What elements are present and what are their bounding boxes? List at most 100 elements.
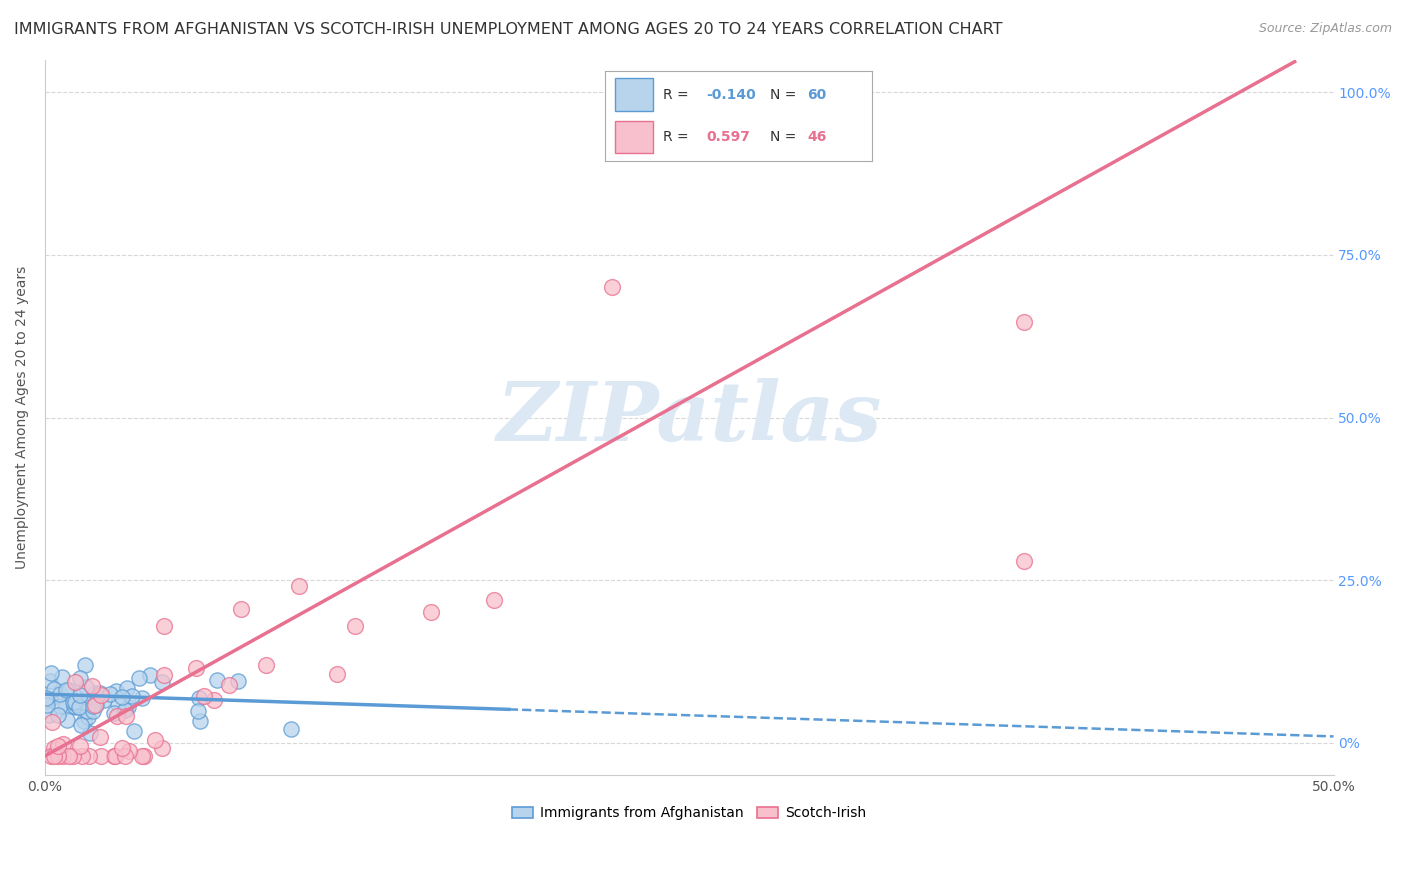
- Point: [46, 748, 69, 763]
- Point: [103, 706, 125, 720]
- Point: [82, 698, 104, 712]
- Text: N =: N =: [770, 130, 801, 145]
- Point: [69, 671, 91, 685]
- Point: [38, 708, 60, 723]
- Point: [110, 741, 132, 756]
- Point: [118, 744, 141, 758]
- Point: [344, 619, 367, 633]
- Point: [90, 688, 112, 702]
- Point: [134, 748, 156, 763]
- Point: [229, 602, 252, 616]
- Point: [62, 695, 84, 709]
- Text: 60: 60: [807, 87, 827, 102]
- Point: [79, 696, 101, 710]
- Text: IMMIGRANTS FROM AFGHANISTAN VS SCOTCH-IRISH UNEMPLOYMENT AMONG AGES 20 TO 24 YEA: IMMIGRANTS FROM AFGHANISTAN VS SCOTCH-IR…: [14, 22, 1002, 37]
- Point: [70, 748, 93, 763]
- Point: [82, 704, 104, 718]
- Point: [35, 691, 58, 706]
- Point: [288, 579, 311, 593]
- Point: [103, 748, 125, 763]
- Point: [42, 748, 65, 763]
- Point: [114, 708, 136, 723]
- Point: [104, 748, 127, 763]
- Point: [128, 671, 150, 685]
- Point: [73, 695, 96, 709]
- Text: R =: R =: [664, 130, 693, 145]
- Point: [46, 708, 69, 723]
- Point: [79, 748, 101, 763]
- Point: [70, 697, 93, 711]
- Point: [44, 681, 66, 696]
- Point: [38, 674, 60, 689]
- Legend: Immigrants from Afghanistan, Scotch-Irish: Immigrants from Afghanistan, Scotch-Iris…: [506, 801, 872, 826]
- Point: [117, 700, 139, 714]
- Point: [90, 748, 112, 763]
- Point: [62, 748, 84, 763]
- Point: [69, 739, 91, 754]
- Point: [193, 689, 215, 703]
- Point: [53, 700, 76, 714]
- Point: [35, 698, 58, 713]
- Point: [82, 699, 104, 714]
- Point: [280, 722, 302, 736]
- Point: [420, 605, 443, 619]
- Point: [114, 748, 136, 763]
- Point: [202, 693, 225, 707]
- Point: [131, 691, 153, 706]
- Point: [121, 690, 143, 704]
- Point: [56, 714, 79, 728]
- Point: [93, 693, 115, 707]
- Text: -0.140: -0.140: [706, 87, 756, 102]
- Point: [75, 680, 97, 694]
- Point: [73, 657, 96, 672]
- Bar: [616, 121, 652, 153]
- Point: [153, 619, 176, 633]
- Text: ZIPatlas: ZIPatlas: [496, 377, 882, 458]
- Point: [58, 748, 80, 763]
- Point: [207, 673, 229, 687]
- Point: [187, 705, 209, 719]
- Point: [600, 280, 623, 294]
- Point: [131, 748, 153, 763]
- Point: [89, 686, 111, 700]
- Point: [184, 661, 207, 675]
- Point: [153, 668, 176, 682]
- Point: [107, 697, 129, 711]
- Point: [89, 730, 111, 744]
- Point: [67, 699, 90, 714]
- Point: [150, 674, 173, 689]
- Text: 46: 46: [807, 130, 827, 145]
- Point: [49, 698, 72, 713]
- Point: [1012, 315, 1035, 329]
- Point: [82, 679, 104, 693]
- Point: [326, 666, 349, 681]
- Point: [76, 704, 98, 718]
- Point: [105, 684, 128, 698]
- Point: [52, 738, 75, 752]
- Point: [188, 691, 211, 706]
- Point: [39, 692, 62, 706]
- Point: [73, 714, 96, 728]
- Point: [63, 698, 86, 712]
- Point: [98, 687, 121, 701]
- Point: [139, 668, 162, 682]
- Text: N =: N =: [770, 87, 801, 102]
- Point: [69, 688, 91, 702]
- Point: [65, 674, 87, 689]
- Point: [83, 698, 105, 713]
- Point: [51, 669, 73, 683]
- Point: [52, 748, 75, 763]
- Point: [124, 724, 146, 739]
- Point: [84, 698, 107, 713]
- Point: [114, 703, 136, 717]
- Point: [46, 739, 69, 753]
- Point: [48, 687, 70, 701]
- Point: [79, 725, 101, 739]
- Point: [77, 709, 100, 723]
- Point: [482, 593, 505, 607]
- Point: [41, 714, 63, 729]
- Point: [39, 748, 62, 763]
- Point: [63, 699, 86, 714]
- Point: [42, 741, 65, 756]
- Point: [55, 683, 77, 698]
